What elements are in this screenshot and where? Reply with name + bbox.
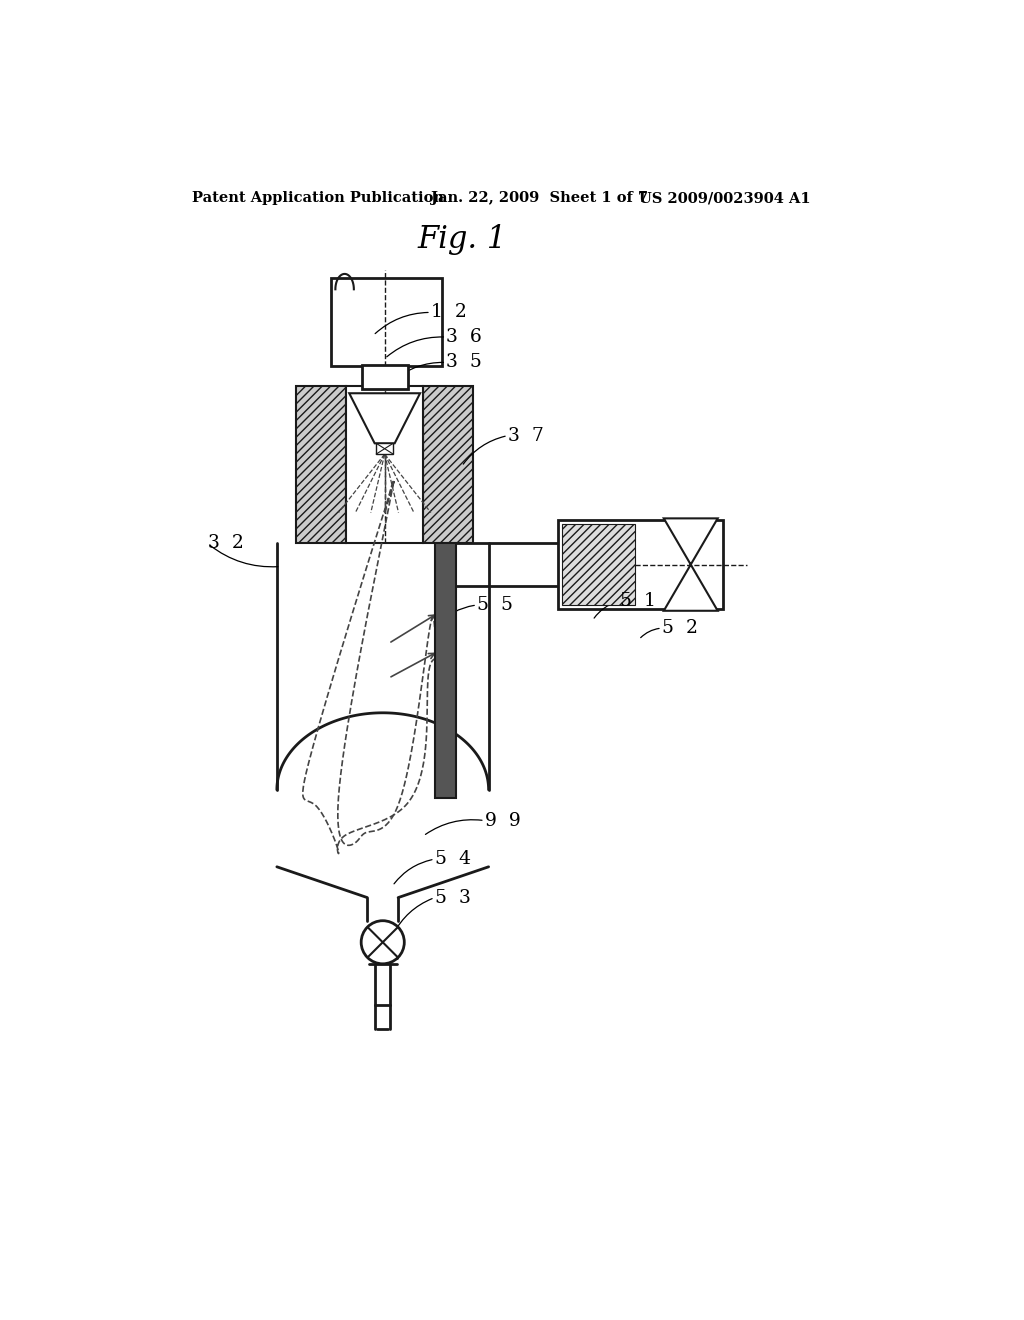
Bar xyxy=(558,520,724,609)
Text: 1  2: 1 2 xyxy=(431,304,467,321)
Text: 5  2: 5 2 xyxy=(662,619,698,638)
Text: US 2009/0023904 A1: US 2009/0023904 A1 xyxy=(639,191,810,206)
Bar xyxy=(376,444,393,454)
Circle shape xyxy=(361,921,404,964)
Text: 5  1: 5 1 xyxy=(620,593,655,610)
Text: 3  2: 3 2 xyxy=(208,535,244,552)
Text: 5  5: 5 5 xyxy=(477,597,513,614)
Text: Fig. 1: Fig. 1 xyxy=(417,224,506,255)
Bar xyxy=(346,385,423,544)
Bar xyxy=(331,277,442,367)
Text: 5  4: 5 4 xyxy=(435,850,471,869)
Polygon shape xyxy=(349,393,420,444)
Polygon shape xyxy=(664,519,718,611)
Text: 3  6: 3 6 xyxy=(446,329,482,346)
Text: Patent Application Publication: Patent Application Publication xyxy=(193,191,444,206)
Text: 3  7: 3 7 xyxy=(508,426,544,445)
Text: 9  9: 9 9 xyxy=(484,812,520,829)
Text: 5  3: 5 3 xyxy=(435,888,471,907)
Bar xyxy=(423,385,473,544)
Bar xyxy=(361,364,408,389)
Text: Jan. 22, 2009  Sheet 1 of 7: Jan. 22, 2009 Sheet 1 of 7 xyxy=(431,191,648,206)
Bar xyxy=(296,385,346,544)
Bar xyxy=(435,544,457,797)
Bar xyxy=(562,524,635,605)
Text: 3  5: 3 5 xyxy=(446,354,482,371)
